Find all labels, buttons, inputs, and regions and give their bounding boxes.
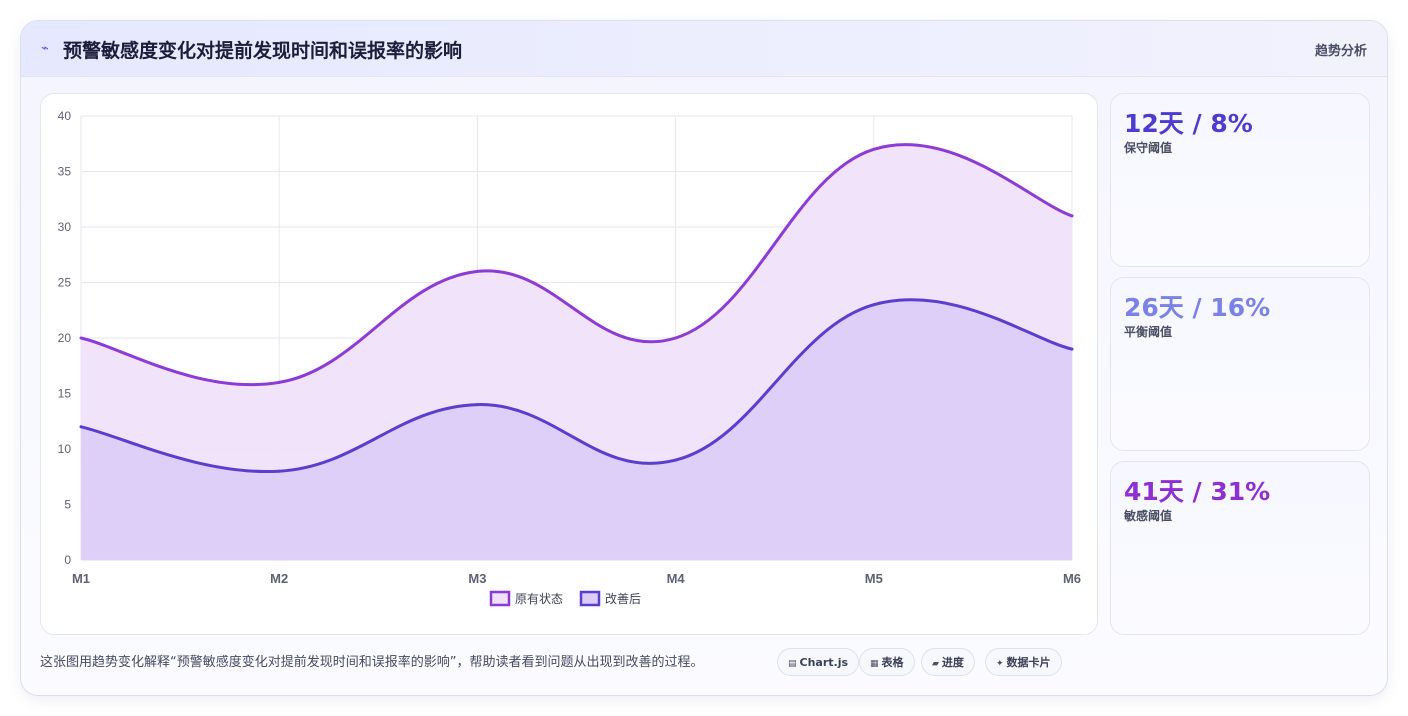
y-tick-label: 25	[58, 276, 72, 290]
chip-label: 数据卡片	[1006, 656, 1051, 669]
data-point	[475, 269, 479, 273]
x-tick-label: M6	[1063, 571, 1081, 586]
chip-table[interactable]: ▦ 表格	[859, 648, 915, 676]
series-line-2	[80, 298, 1073, 474]
kpi-value: 26天 / 16%	[1124, 293, 1271, 322]
y-tick-label: 10	[58, 442, 72, 456]
series-area-2	[81, 299, 1072, 560]
chip-progress[interactable]: ▰ 进度	[921, 648, 975, 676]
kpi-label: 保守阈值	[1124, 141, 1173, 155]
kpi-value: 41天 / 31%	[1124, 477, 1271, 506]
x-tick-label: M4	[667, 571, 686, 586]
data-point	[872, 147, 876, 151]
table-icon: ▦	[870, 659, 879, 669]
y-tick-label: 15	[58, 387, 72, 401]
chart-panel: 0 5 10 15 20 25 30 35 40 M1 M2 M3 M4 M5 M6 原有状态 改善后	[40, 93, 1098, 635]
chip-chartjs[interactable]: ▤ Chart.js	[777, 648, 860, 676]
legend-swatch	[489, 590, 511, 607]
kpi-label: 平衡阈值	[1124, 325, 1173, 339]
y-tick-label: 35	[58, 165, 72, 179]
report-card: ⌁ 预警敏感度变化对提前发现时间和误报率的影响 趋势分析 0 5 10 15 20 25 3…	[20, 20, 1388, 696]
kpi-card-sensitive: 41天 / 31% 敏感阈值	[1110, 461, 1370, 635]
x-tick-label: M1	[72, 571, 90, 586]
legend-label: 原有状态	[515, 592, 563, 606]
card-icon: ✦	[996, 659, 1004, 669]
page-title: 预警敏感度变化对提前发现时间和误报率的影响	[63, 40, 463, 62]
chip-data-cards[interactable]: ✦ 数据卡片	[985, 648, 1062, 676]
progress-icon: ▰	[932, 659, 939, 669]
data-point	[79, 336, 83, 340]
kpi-card-conservative: 12天 / 8% 保守阈值	[1110, 93, 1370, 267]
legend-label: 改善后	[605, 591, 641, 606]
chip-label: 进度	[941, 656, 964, 669]
series-line-1	[80, 143, 1073, 387]
data-point	[79, 425, 83, 429]
data-point	[277, 380, 281, 384]
legend-swatch	[579, 590, 601, 607]
data-point	[674, 336, 678, 340]
y-tick-label: 20	[58, 331, 72, 345]
data-point	[277, 469, 281, 473]
y-tick-label: 40	[58, 109, 72, 123]
area-chart: 0 5 10 15 20 25 30 35 40 M1 M2 M3 M4 M5 M6 原有状态 改善后	[58, 109, 1081, 607]
y-tick-label: 0	[64, 553, 71, 567]
kpi-value: 12天 / 8%	[1124, 109, 1253, 138]
data-point	[674, 458, 678, 462]
trend-line-icon: ⌁	[41, 41, 49, 56]
kpi-card-balanced: 26天 / 16% 平衡阈值	[1110, 277, 1370, 451]
data-point	[475, 403, 479, 407]
data-point	[1070, 214, 1074, 218]
data-point	[872, 303, 876, 307]
chip-label: 表格	[881, 656, 904, 669]
chart-icon: ▤	[788, 659, 797, 669]
x-tick-label: M3	[468, 571, 486, 586]
chip-label: Chart.js	[799, 656, 849, 669]
chart-description: 这张图用趋势变化解释“预警敏感度变化对提前发现时间和误报率的影响”，帮助读者看到…	[40, 655, 704, 670]
header-tag: 趋势分析	[1314, 44, 1367, 59]
card-header: ⌁ 预警敏感度变化对提前发现时间和误报率的影响 趋势分析	[21, 21, 1387, 77]
kpi-label: 敏感阈值	[1124, 509, 1173, 523]
x-tick-label: M5	[865, 571, 883, 586]
y-tick-label: 30	[58, 220, 72, 234]
y-tick-label: 5	[64, 498, 71, 512]
data-point	[1070, 347, 1074, 351]
x-tick-label: M2	[270, 571, 288, 586]
